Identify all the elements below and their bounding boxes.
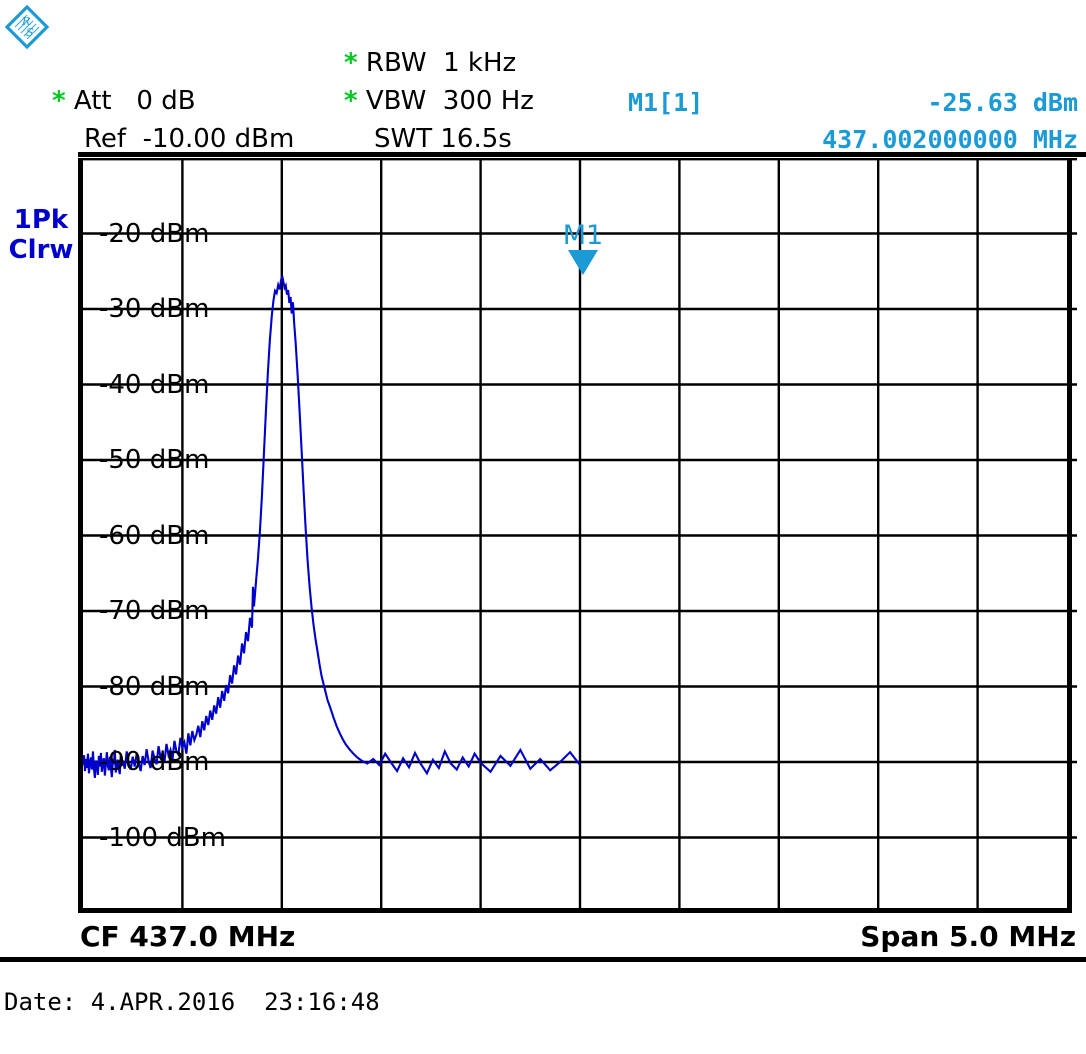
vbw-value: VBW 300 Hz — [365, 86, 534, 116]
rohde-schwarz-logo: R S — [4, 4, 50, 50]
marker-label: M1[1] — [628, 88, 704, 117]
y-axis-tick-label: -70 dBm — [99, 596, 210, 626]
svg-text:S: S — [26, 26, 34, 39]
y-axis-tick-label: -20 dBm — [99, 218, 210, 249]
sweep-time-readout: SWT 16.5s — [374, 124, 512, 154]
y-axis-tick-label: -30 dBm — [99, 294, 210, 324]
vbw-uncal-star-icon: * — [344, 86, 358, 116]
trace-detector-label: 1Pk — [13, 205, 69, 235]
attenuation-readout: * Att 0 dB — [52, 86, 196, 116]
date-time-stamp: Date: 4.APR.2016 23:16:48 — [4, 988, 380, 1016]
spectrum-plot: M1 -20 dBm -30 dBm -40 dBm -50 dBm -60 dBm -7… — [78, 158, 1077, 913]
grid-lines — [83, 158, 1077, 913]
spectrum-plot-canvas: M1 — [83, 158, 1077, 913]
center-frequency-label: CF 437.0 MHz — [80, 920, 296, 953]
marker-pointer[interactable]: M1 — [563, 220, 603, 276]
footer-divider — [0, 957, 1086, 962]
trace-mode-label: Clrw — [8, 235, 74, 265]
vbw-readout: * VBW 300 Hz — [344, 86, 534, 116]
marker-triangle-icon[interactable] — [567, 250, 598, 276]
y-axis-tick-label: -60 dBm — [99, 520, 210, 551]
y-axis-tick-label: -100 dBm — [99, 822, 226, 853]
y-axis-tick-label: -50 dBm — [99, 445, 210, 475]
trace-line — [83, 275, 581, 778]
att-value: Att 0 dB — [73, 86, 196, 116]
header-divider — [78, 152, 1086, 157]
marker-level-readout: -25.63 dBm — [927, 88, 1078, 117]
marker-pointer-label: M1 — [563, 220, 603, 251]
y-axis-tick-label: -40 dBm — [99, 369, 210, 400]
span-label: Span 5.0 MHz — [860, 920, 1076, 953]
trace-mode-legend: 1Pk Clrw — [8, 205, 74, 265]
y-axis-tick-label: -80 dBm — [99, 671, 210, 702]
marker-frequency-readout: 437.002000000 MHz — [822, 125, 1078, 154]
y-axis-tick-label: -90 dBm — [99, 747, 210, 777]
att-uncal-star-icon: * — [52, 86, 66, 116]
svg-text:R: R — [21, 15, 30, 28]
rbw-readout: * RBW 1 kHz — [344, 48, 516, 78]
rbw-value: RBW 1 kHz — [365, 48, 517, 78]
rbw-uncal-star-icon: * — [344, 48, 358, 78]
reference-level-readout: Ref -10.00 dBm — [84, 124, 295, 154]
